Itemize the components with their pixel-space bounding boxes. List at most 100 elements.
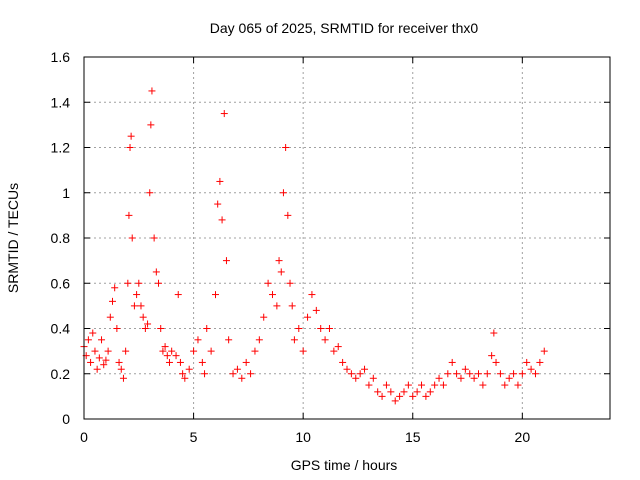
data-point — [317, 325, 325, 332]
data-point — [126, 144, 134, 151]
data-point — [277, 268, 285, 276]
data-point — [343, 365, 351, 373]
data-point — [174, 291, 182, 299]
data-point — [152, 268, 160, 276]
data-point — [325, 325, 333, 332]
data-point — [396, 392, 404, 400]
data-point — [168, 347, 176, 355]
data-point — [127, 132, 135, 140]
data-point — [382, 381, 390, 389]
data-point — [128, 234, 136, 242]
data-point — [89, 329, 97, 337]
data-point — [492, 358, 500, 366]
data-point — [273, 302, 281, 310]
data-point — [312, 306, 320, 314]
data-point — [275, 257, 283, 265]
y-tick-label: 1.2 — [51, 140, 71, 156]
data-point — [225, 336, 233, 344]
data-point — [457, 374, 465, 382]
data-point — [523, 358, 531, 366]
data-point — [475, 370, 482, 378]
data-point — [102, 356, 110, 364]
y-tick-label: 0.2 — [51, 366, 71, 382]
data-point — [470, 374, 478, 382]
data-point — [181, 374, 189, 382]
data-point — [122, 347, 130, 355]
data-point — [203, 325, 211, 332]
data-point — [91, 347, 99, 355]
data-point — [159, 347, 167, 355]
data-point — [284, 211, 292, 219]
data-point — [216, 177, 224, 185]
data-point — [113, 325, 121, 332]
data-point — [527, 365, 535, 373]
data-point — [448, 358, 456, 366]
data-point — [490, 329, 498, 337]
data-point — [352, 374, 360, 382]
data-point — [147, 121, 155, 129]
data-point — [139, 313, 147, 321]
data-point — [453, 370, 461, 378]
y-tick-label: 1 — [62, 185, 70, 201]
data-point — [444, 370, 452, 378]
data-point — [146, 189, 154, 197]
data-point — [268, 291, 276, 299]
data-point — [201, 370, 209, 378]
data-point — [124, 279, 132, 287]
plot-frame — [83, 56, 611, 420]
data-point — [418, 381, 426, 389]
data-point — [214, 200, 222, 208]
data-point — [299, 347, 307, 355]
data-point — [531, 370, 539, 378]
data-point — [400, 388, 408, 396]
data-point — [255, 336, 263, 344]
data-point — [461, 365, 469, 373]
data-point — [422, 392, 430, 400]
data-point — [144, 320, 152, 328]
data-point — [466, 370, 474, 378]
data-point — [135, 279, 143, 287]
data-point — [84, 336, 92, 344]
data-point — [431, 381, 439, 389]
data-point — [536, 358, 544, 366]
data-point — [104, 347, 112, 355]
data-point — [125, 211, 133, 219]
y-axis-label: SRMTID / TECUs — [5, 183, 21, 293]
data-point — [404, 381, 412, 389]
data-point — [540, 347, 548, 355]
x-axis-label: GPS time / hours — [291, 457, 398, 473]
data-point — [218, 216, 226, 224]
data-point — [488, 352, 496, 360]
data-point — [137, 302, 145, 310]
data-point — [176, 358, 184, 366]
data-point — [334, 343, 342, 351]
grid-layer — [84, 57, 610, 419]
data-point — [282, 144, 290, 151]
data-point — [264, 279, 272, 287]
data-point — [115, 358, 123, 366]
data-point — [93, 365, 101, 373]
data-point — [304, 313, 312, 321]
data-point — [141, 325, 149, 332]
data-point — [150, 234, 158, 242]
data-point — [198, 358, 206, 366]
data-point — [510, 370, 518, 378]
data-point — [496, 370, 504, 378]
data-point — [172, 352, 180, 360]
data-point — [387, 388, 395, 396]
x-ticks: 0 5 10 15 20 — [80, 57, 530, 445]
data-point — [111, 284, 119, 292]
data-point — [233, 365, 241, 373]
data-point — [483, 370, 491, 378]
data-point — [374, 388, 382, 396]
data-point — [165, 358, 173, 366]
data-point — [242, 358, 250, 366]
data-point — [378, 392, 386, 400]
data-point — [290, 336, 298, 344]
data-point — [108, 297, 116, 305]
data-point — [238, 374, 246, 382]
data-point — [148, 87, 156, 95]
data-point — [190, 347, 198, 355]
y-tick-label: 0.8 — [51, 230, 71, 246]
